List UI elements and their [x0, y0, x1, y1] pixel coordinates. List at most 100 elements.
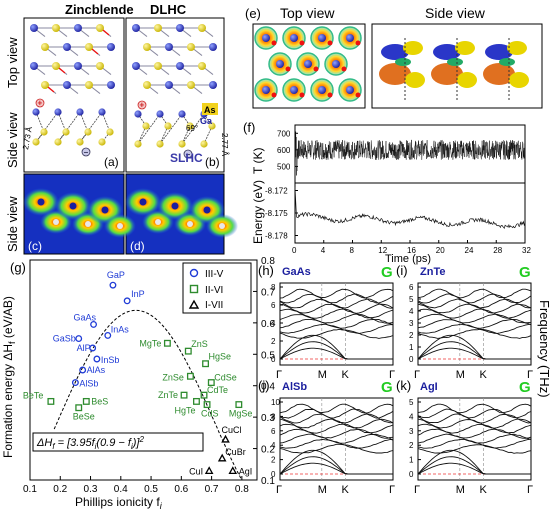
ga-atom: [69, 202, 77, 210]
g-ytick-label: 0.7: [261, 287, 275, 298]
phonon-ytick-label: 8: [271, 283, 276, 292]
ga-atom: [332, 60, 340, 68]
ga-atom: [101, 206, 109, 214]
phonon-ytick-label: 0: [271, 355, 276, 364]
as-atom: [164, 122, 172, 130]
side-bond: [181, 113, 205, 145]
side-bond: [35, 111, 59, 143]
gamma-mark: G: [519, 264, 531, 281]
f-ylabel-bottom: Energy (eV): [251, 180, 265, 244]
f-xtick-label: 16: [407, 246, 416, 255]
gamma-mark: G: [381, 379, 393, 396]
phonon-label: (j): [258, 378, 270, 393]
as-atom: [155, 219, 161, 225]
as-atom: [143, 43, 151, 51]
col-zincblende-title: Zincblende: [65, 2, 134, 17]
phonon-ytick-label: 2: [409, 441, 414, 450]
g-point-InAs: [104, 331, 112, 339]
phonon-band: [279, 293, 394, 304]
dlhc-bond-length: 2.77 Å: [220, 133, 229, 157]
e-side-view-title: Side view: [425, 5, 486, 21]
phonon-band: [417, 328, 532, 339]
side-bond: [137, 113, 161, 145]
phonon-frame: [417, 282, 532, 366]
f-xtick-label: 20: [436, 246, 445, 255]
phonon-ytick-label: 1: [409, 343, 414, 352]
orbital-lobe: [431, 63, 463, 85]
g-xtick-label: 0.2: [53, 484, 67, 495]
g-point-ZnTe: [180, 391, 188, 399]
plus-charge-icon: [137, 100, 147, 110]
g-point-label-CuI: CuI: [189, 467, 203, 477]
g-ytick-label: 0.2: [261, 445, 275, 456]
as-atom: [154, 62, 162, 70]
phonon-ytick-label: 4: [409, 307, 414, 316]
g-xtick-label: 0.5: [144, 484, 158, 495]
g-point-MgTe: [163, 339, 171, 347]
f-ytick-label: 500: [277, 162, 291, 171]
atom-as-label: As: [204, 105, 216, 115]
side-bond: [79, 111, 103, 143]
g-point-label-BeTe: BeTe: [23, 390, 44, 400]
phonon-band: [279, 303, 394, 314]
orbital-lobe: [457, 72, 477, 88]
as-atom: [200, 140, 208, 148]
kpath-label: Γ: [414, 484, 420, 496]
g-point-label-CuBr: CuBr: [225, 447, 246, 457]
gamma-mark: G: [381, 264, 393, 281]
ga-atom: [132, 24, 140, 32]
ga-atom: [276, 60, 284, 68]
ga-atom: [63, 81, 71, 89]
ga-atom: [318, 34, 326, 42]
lone-pair-dot: [341, 66, 347, 72]
phonon-ytick-label: 3: [409, 427, 414, 436]
g-point-CdTe: [200, 391, 208, 399]
g-xtick-label: 0.3: [84, 484, 98, 495]
g-point-CuI: [204, 466, 214, 475]
ga-atom: [290, 86, 298, 94]
g-xtick-label: 0.1: [23, 484, 37, 495]
as-atom: [208, 122, 216, 130]
phonon-ytick-label: 5: [409, 398, 414, 407]
f-xtick-label: 32: [522, 246, 531, 255]
kpath-label: K: [480, 369, 488, 381]
g-point-GaP: [109, 281, 117, 289]
f-ytick-label: 600: [277, 146, 291, 155]
e-side-orbitals: [379, 38, 529, 100]
label-g: (g): [10, 260, 26, 275]
phonon-ytick-label: 4: [271, 319, 276, 328]
zb-bond-length: 2.73 Å: [21, 125, 34, 150]
as-atom: [62, 128, 70, 136]
as-atom: [117, 223, 123, 229]
as-atom: [198, 24, 206, 32]
g-point-label-CdS: CdS: [201, 409, 219, 419]
phonon-band: [279, 403, 394, 414]
f-xtick-label: 24: [465, 246, 474, 255]
dlhc-top-lattice: [132, 24, 217, 94]
phonon-ytick-label: 5: [409, 295, 414, 304]
minus-sign: −: [186, 150, 191, 159]
orbital-lobe: [485, 44, 513, 60]
as-atom: [142, 122, 150, 130]
ga-atom: [171, 202, 179, 210]
phonon-ytick-label: 3: [409, 319, 414, 328]
as-atom: [85, 221, 91, 227]
orbital-lobe: [507, 41, 527, 55]
ga-atom: [134, 110, 142, 118]
legend-i-vii: I-VII: [205, 300, 223, 311]
panel-g: (g) Formation energy ΔHf (eV/AB) Phillip…: [1, 256, 275, 511]
g-point-ZnS: [184, 347, 192, 355]
ga-atom: [262, 86, 270, 94]
as-atom: [187, 81, 195, 89]
lone-pair-dot: [299, 40, 305, 46]
ga-atom: [98, 108, 106, 116]
dlhc-frame: [125, 17, 225, 173]
label-d: (d): [130, 239, 145, 253]
g-point-ZnSe: [186, 372, 194, 380]
g-point-AgI: [228, 466, 238, 475]
g-xtick-label: 0.4: [114, 484, 128, 495]
ga-atom: [176, 62, 184, 70]
g-xtick-label: 0.8: [235, 484, 249, 495]
as-atom: [41, 43, 49, 51]
